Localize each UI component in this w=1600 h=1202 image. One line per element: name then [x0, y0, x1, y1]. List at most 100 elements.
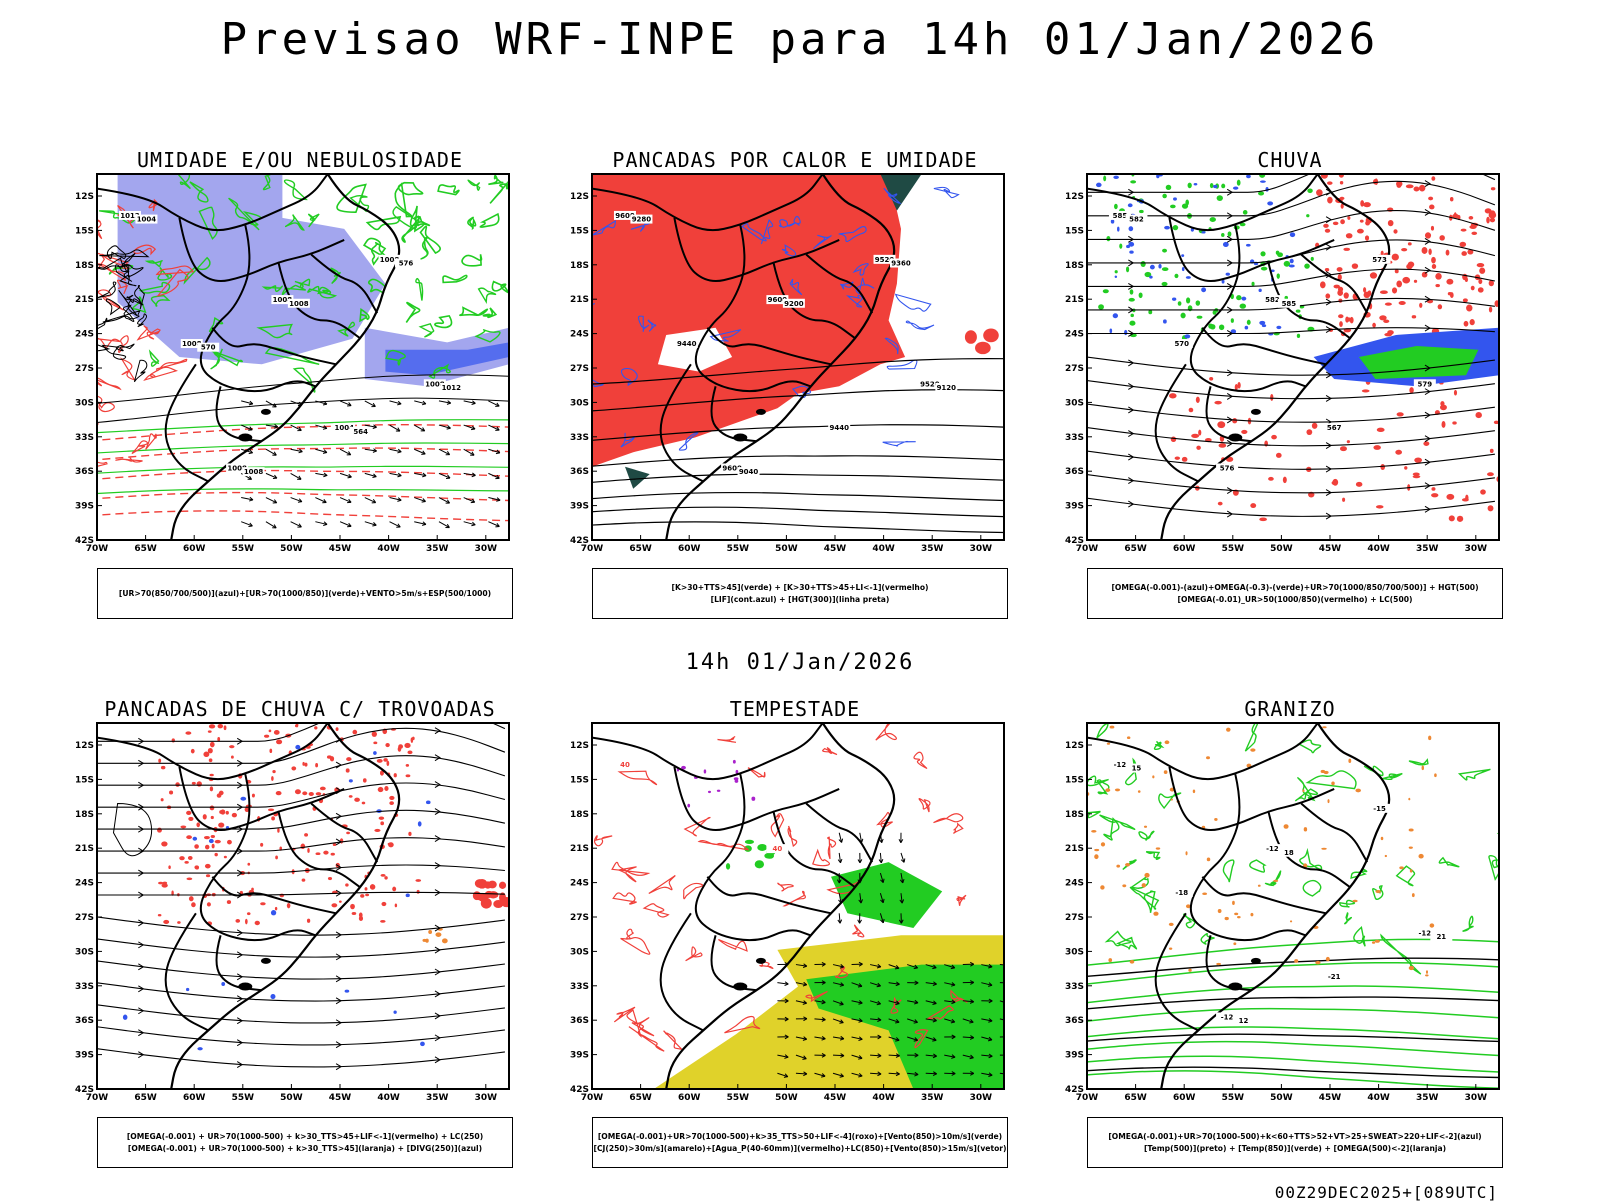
rain-area [1276, 453, 1282, 458]
lifted-index-contour [565, 304, 595, 318]
lon-label: 70W [86, 544, 109, 554]
lat-label: 12S [570, 192, 589, 202]
ascent-area [1184, 334, 1190, 338]
lon-label: 40W [377, 544, 400, 554]
panel-title: GRANIZO [1045, 697, 1535, 721]
instability-area [428, 930, 432, 934]
strong-ascent-area [1294, 959, 1298, 963]
strong-ascent-area [1144, 873, 1149, 878]
lon-label: 50W [1270, 544, 1293, 554]
precipitable-water-contour [619, 771, 656, 784]
strong-ascent-area [1221, 233, 1224, 237]
strong-ascent-area [1422, 766, 1424, 771]
strong-wind-area [766, 853, 774, 859]
temperature-label: 15 [1132, 765, 1142, 773]
rain-area [1189, 408, 1194, 412]
rain-area [1471, 232, 1477, 235]
lon-label: 40W [1367, 544, 1390, 554]
rain-area [1461, 229, 1467, 232]
strong-wind-area [726, 863, 730, 869]
panel-title: PANCADAS DE CHUVA C/ TROVOADAS [55, 697, 545, 721]
rain-area [1338, 314, 1343, 318]
contour-label: 40 [620, 761, 630, 769]
rain-area [1171, 437, 1176, 443]
rain-area [1414, 457, 1422, 462]
lat-label: 39S [75, 502, 94, 512]
rain-area [1395, 450, 1402, 455]
rain-area [1404, 466, 1407, 470]
thunderstorm-area [194, 844, 199, 849]
temperature-850-contour [1130, 887, 1158, 909]
geopotential-height-line [571, 507, 1020, 517]
lat-label: 18S [75, 261, 94, 271]
thunderstorm-area [260, 843, 263, 847]
rain-area [1480, 489, 1486, 494]
thunderstorm-area [481, 898, 492, 909]
lon-label: 30W [1465, 544, 1488, 554]
low-level-humidity-contour [443, 275, 467, 282]
rain-area [1423, 441, 1429, 446]
strong-ascent-area [1164, 770, 1168, 774]
lon-label: 35W [1416, 544, 1439, 554]
strong-ascent-area [1231, 318, 1234, 323]
thunderstorm-area [411, 737, 414, 743]
strong-ascent-area [1428, 736, 1431, 741]
geopotential-line-arrow [1326, 217, 1331, 223]
thunderstorm-area [304, 833, 308, 837]
strong-ascent-area [1284, 824, 1289, 828]
lon-label: 35W [1416, 1093, 1439, 1103]
legend-line-1: [OMEGA(-0.001)+UR>70(1000-500)+k>35_TTS>… [593, 1131, 1007, 1143]
strong-ascent-area [1426, 970, 1428, 974]
rain-area [1327, 181, 1333, 184]
lagoon [261, 958, 271, 964]
strong-wind-area [745, 840, 754, 844]
temperature-850-contour [1066, 1042, 1515, 1057]
temperature-850-contour [1499, 820, 1516, 834]
rain-area [1409, 387, 1413, 393]
strong-ascent-area [1130, 289, 1134, 294]
rain-area [1340, 181, 1343, 184]
lat-label: 36S [1065, 467, 1084, 477]
map-content [76, 719, 512, 1089]
rain-area [1312, 423, 1318, 429]
strong-ascent-area [1119, 243, 1122, 248]
ascent-area [1245, 326, 1249, 330]
lat-label: 36S [570, 1016, 589, 1026]
rain-area [1259, 518, 1267, 522]
lat-label: 33S [75, 982, 94, 992]
ascent-area [1233, 186, 1238, 189]
border-line [1301, 804, 1367, 863]
precipitable-water-contour [718, 940, 747, 951]
thunderstorm-area [389, 796, 394, 800]
instability-area [425, 939, 428, 943]
thunderstorm-area [210, 786, 213, 791]
height-label: 9280 [632, 216, 652, 224]
thunderstorm-area [346, 757, 351, 761]
low-level-humidity-contour [406, 303, 419, 323]
lon-label: 35W [426, 544, 449, 554]
thunderstorm-area [212, 844, 215, 849]
rain-area [1442, 421, 1446, 428]
temperature-label: 18 [1284, 849, 1294, 857]
thunderstorm-area [205, 845, 209, 850]
severe-storm-area [751, 797, 755, 801]
thunderstorm-area [162, 884, 168, 888]
precipitable-water-contour [613, 893, 636, 904]
ascent-area [1267, 201, 1273, 205]
rain-area [1431, 257, 1436, 264]
strong-ascent-area [1108, 958, 1112, 962]
rain-area [1466, 305, 1472, 312]
thunderstorm-area [235, 919, 240, 923]
thunderstorm-area [302, 791, 307, 795]
divergence-area [209, 839, 214, 843]
thunderstorm-area [301, 844, 306, 849]
strong-ascent-area [1210, 183, 1214, 188]
lon-label: 55W [1222, 1093, 1245, 1103]
lon-label: 60W [1173, 1093, 1196, 1103]
legend-box: [OMEGA(-0.001)+UR>70(1000-500)+k>35_TTS>… [592, 1117, 1008, 1168]
strong-ascent-area [1326, 957, 1330, 961]
lat-label: 21S [570, 844, 589, 854]
thickness-isoline [116, 458, 143, 462]
